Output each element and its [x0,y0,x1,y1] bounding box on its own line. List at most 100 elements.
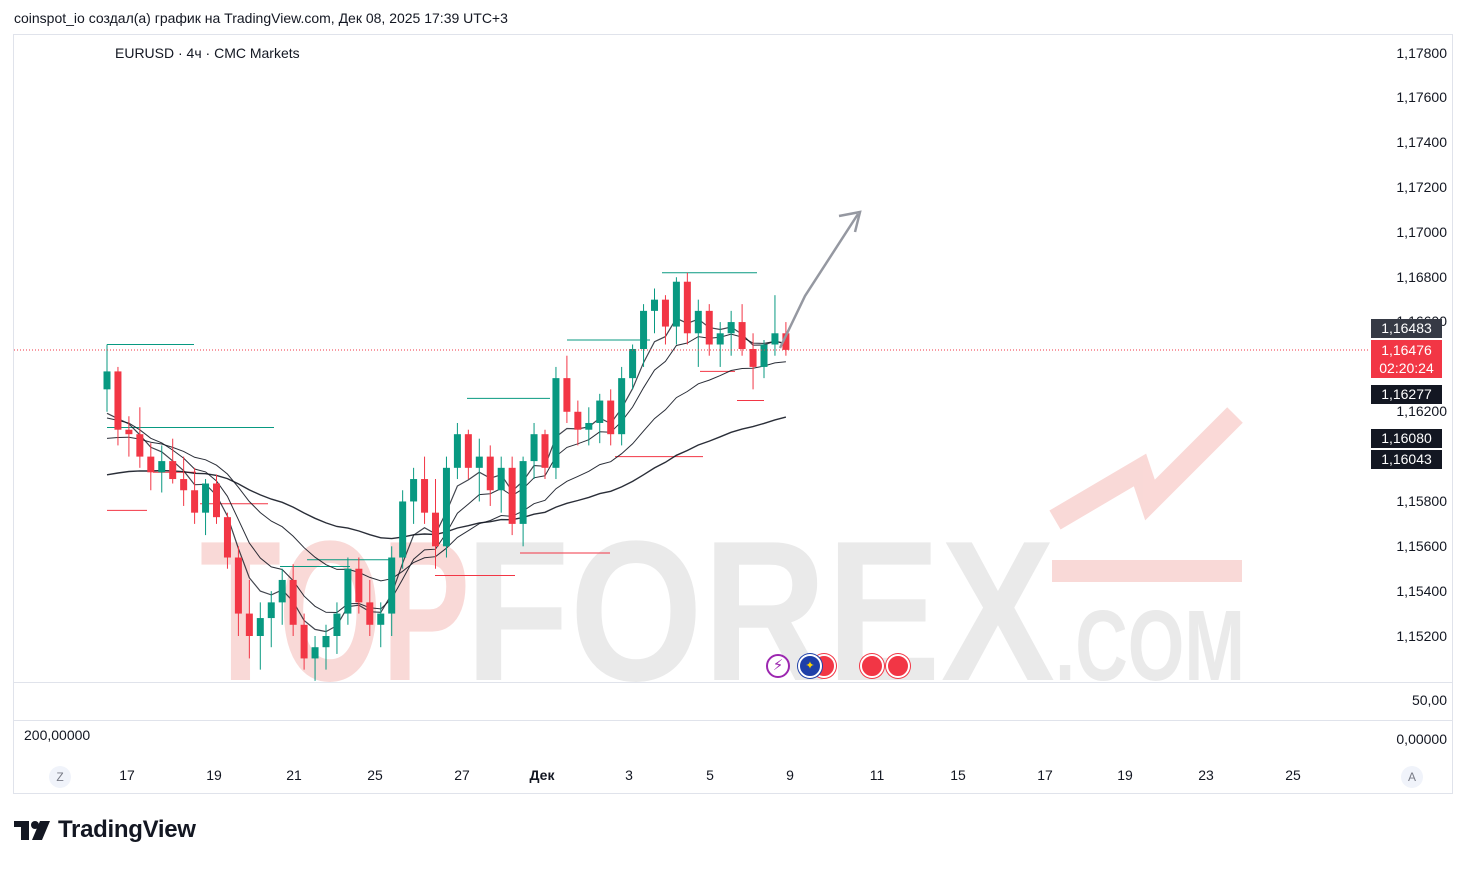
candle-down [607,400,615,435]
candle-down [705,310,713,345]
symbol-title[interactable]: EURUSD · 4ч · CMC Markets [115,45,300,61]
candle-down [136,434,144,457]
tradingview-logo-icon [14,821,50,840]
candle-up [344,568,352,614]
ma-slow-a-price-tag: 1,16080 [1371,429,1442,448]
ma-mid-price-tag: 1,16277 [1371,385,1442,404]
candle-down [738,322,746,349]
tradingview-logo[interactable]: TradingView [14,816,196,844]
candle-up [322,636,330,648]
date-label: 5 [706,767,714,783]
month-label: Дек [529,767,555,783]
lightning-event-icon[interactable]: ⚡ [766,654,790,678]
date-label: 11 [869,767,885,783]
candle-down [125,429,133,435]
candle-up [618,378,626,435]
price-label: 1,17600 [1396,89,1447,105]
date-label: 19 [1117,767,1133,783]
candle-up [672,281,680,327]
candle-up [716,333,724,345]
price-label: 1,15600 [1396,538,1447,554]
date-label: 3 [625,767,633,783]
date-label: 15 [950,767,966,783]
candle-down [180,479,188,491]
watermark-text-com: .COM [1055,590,1245,702]
watermark-text-top: TOP [200,500,470,723]
candle-down [300,624,308,659]
price-label: 1,17000 [1396,224,1447,240]
candle-up [629,348,637,379]
indicator-scale-top: 50,00 [1411,692,1447,708]
candle-down [355,568,363,603]
candle-up [475,456,483,468]
candle-up [760,344,768,367]
candle-down [749,348,757,367]
candle-down [169,461,177,480]
candle-down [683,281,691,334]
candle-down [541,434,549,468]
price-label: 1,15400 [1396,583,1447,599]
candle-up [267,602,275,619]
last-price-tag: 1,16476 02:20:24 [1371,340,1442,378]
tradingview-brand: TradingView [58,816,196,843]
candle-up [596,400,604,423]
candle-up [410,479,418,502]
candle-up [202,483,210,513]
candle-down [366,602,374,625]
candle-up [453,434,461,468]
eu-flag-icon[interactable]: ✦ [798,654,822,678]
ma-fast-price-tag: 1,16483 [1371,319,1442,338]
price-label: 1,15200 [1396,628,1447,644]
candle-down [421,479,429,513]
candles [103,272,790,681]
candle-down [563,378,571,412]
candle-up [388,557,396,614]
indicator-value: 200,00000 [24,727,91,743]
pane-separator[interactable] [14,682,1452,683]
candle-down [508,467,516,524]
candle-down [223,517,231,558]
watermark: TOP FOREX .COM [200,407,1245,723]
candle-up [103,371,111,390]
price-label: 1,17800 [1396,45,1447,61]
candle-up [519,461,527,524]
watermark-logo-mark [1049,407,1243,530]
candle-down [661,299,669,327]
candle-down [432,512,439,547]
candle-up [727,322,735,334]
bar-countdown: 02:20:24 [1379,360,1434,376]
price-label: 1,16200 [1396,403,1447,419]
candle-down [574,411,582,430]
candle-up [552,378,560,468]
candle-down [213,483,220,518]
us-flag-icon[interactable] [886,654,910,678]
candle-up [771,333,779,345]
candle-down [782,333,790,350]
price-label: 1,17200 [1396,179,1447,195]
chart-caption: coinspot_io создал(а) график на TradingV… [14,10,508,26]
date-label: 25 [1285,767,1301,783]
candle-down [486,456,494,491]
date-label: 27 [454,767,470,783]
auto-scale-button[interactable]: A [1401,766,1423,788]
candle-down [464,434,472,468]
candle-up [256,618,264,636]
candle-up [530,434,538,462]
indicator-scale-bottom: 0,00000 [1396,731,1447,747]
date-label: 25 [367,767,383,783]
candle-up [377,613,385,625]
last-price-value: 1,16476 [1381,342,1432,358]
ma-slow-b-price-tag: 1,16043 [1371,450,1442,469]
price-label: 1,16800 [1396,269,1447,285]
date-label: 23 [1198,767,1214,783]
candle-up [585,422,593,430]
us-flag-icon[interactable] [860,654,884,678]
zoom-button[interactable]: Z [49,766,71,788]
date-label: 17 [119,767,135,783]
chart-frame [13,34,1453,794]
candle-down [191,490,199,513]
pane-separator[interactable] [14,720,1452,721]
candle-down [234,557,242,614]
candle-up [158,461,166,473]
